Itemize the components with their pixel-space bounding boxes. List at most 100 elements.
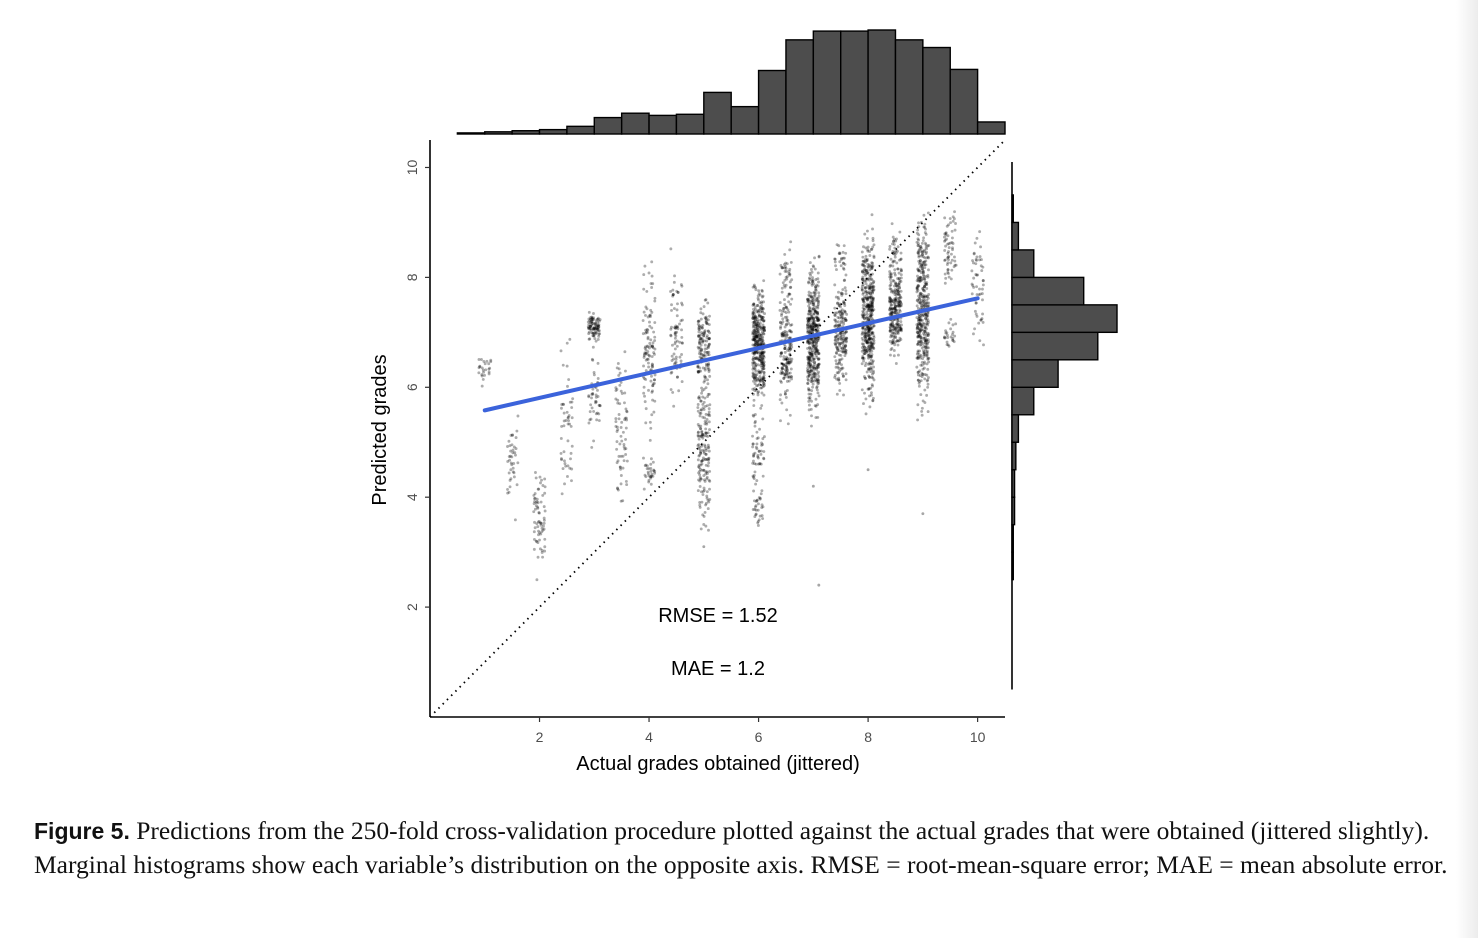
data-point	[784, 395, 788, 399]
data-point	[598, 404, 602, 408]
top-histogram	[456, 29, 1006, 135]
data-point	[705, 347, 709, 350]
data-point	[811, 365, 815, 369]
data-point	[541, 484, 545, 487]
x-tick-label: 6	[755, 729, 763, 745]
data-point	[646, 472, 650, 476]
data-point	[751, 303, 755, 307]
data-point	[807, 280, 811, 284]
data-point	[920, 409, 924, 413]
data-point	[752, 361, 756, 365]
data-point	[761, 443, 765, 446]
data-point	[756, 324, 759, 328]
data-point	[506, 459, 510, 463]
data-point	[927, 268, 930, 272]
data-point	[752, 307, 755, 311]
data-point	[762, 319, 766, 323]
data-point	[922, 250, 926, 254]
data-point	[926, 341, 929, 345]
data-point	[649, 426, 653, 430]
data-point	[481, 368, 485, 372]
data-point	[814, 288, 818, 292]
data-point	[923, 278, 927, 282]
data-point	[950, 229, 954, 233]
data-point	[753, 421, 757, 425]
data-point	[890, 346, 894, 350]
data-point	[651, 398, 655, 402]
data-point	[788, 273, 792, 277]
data-point	[751, 338, 755, 342]
data-point	[756, 294, 760, 298]
data-point	[861, 309, 865, 313]
data-point	[809, 291, 813, 295]
data-point	[864, 412, 868, 416]
data-point	[536, 501, 540, 505]
data-point	[780, 266, 784, 270]
data-point	[594, 325, 598, 329]
data-point	[752, 283, 756, 287]
data-point	[752, 477, 756, 480]
data-point	[624, 369, 627, 373]
data-point	[708, 414, 712, 418]
data-point	[783, 331, 787, 335]
data-point	[891, 235, 895, 239]
data-point	[809, 325, 813, 329]
data-point	[898, 299, 902, 303]
rmse-annotation: RMSE = 1.52	[658, 605, 778, 627]
data-point	[808, 307, 811, 311]
data-point	[588, 337, 592, 341]
data-point	[537, 511, 541, 515]
data-point	[763, 328, 767, 332]
data-point	[809, 268, 813, 271]
data-point	[754, 333, 758, 337]
data-point	[923, 350, 926, 354]
data-point	[761, 367, 765, 371]
data-point	[755, 355, 759, 359]
data-point	[590, 320, 594, 323]
data-point	[754, 339, 758, 343]
data-point	[923, 388, 927, 392]
data-point	[488, 366, 492, 370]
data-point	[752, 414, 756, 418]
data-point	[760, 506, 764, 510]
data-point	[781, 266, 785, 270]
data-point	[754, 342, 757, 346]
data-point	[698, 475, 702, 479]
data-point	[538, 521, 542, 525]
data-point	[509, 461, 513, 465]
data-point	[649, 282, 653, 285]
data-point	[780, 371, 784, 375]
data-point	[697, 335, 701, 338]
data-point	[780, 290, 784, 294]
data-point	[597, 332, 601, 336]
data-point	[761, 360, 765, 364]
data-point	[758, 321, 762, 325]
data-point	[834, 295, 838, 299]
data-point	[781, 317, 785, 321]
data-point	[926, 357, 930, 361]
data-point	[616, 398, 620, 402]
data-point	[926, 211, 930, 215]
data-point	[782, 307, 786, 311]
data-point	[754, 513, 758, 517]
data-point	[814, 397, 818, 401]
data-point	[752, 404, 756, 407]
data-point	[753, 356, 757, 360]
data-point	[543, 537, 547, 541]
data-point	[844, 348, 848, 352]
data-point	[674, 340, 677, 344]
data-point	[785, 355, 788, 359]
data-point	[761, 307, 765, 311]
data-point	[484, 368, 488, 372]
data-point	[594, 339, 598, 343]
data-point	[591, 331, 595, 335]
data-point	[810, 414, 813, 418]
data-point	[648, 314, 652, 318]
data-point	[650, 345, 654, 348]
data-point	[810, 281, 814, 285]
data-point	[753, 336, 757, 340]
data-point	[672, 352, 676, 356]
data-point	[592, 373, 596, 377]
data-point	[753, 337, 757, 341]
right-histogram-bar	[1011, 221, 1020, 251]
